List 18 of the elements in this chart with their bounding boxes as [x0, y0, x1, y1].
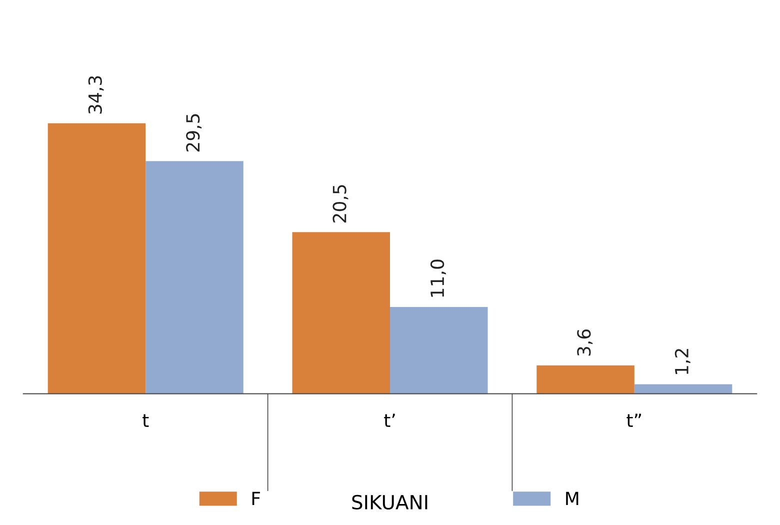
bar — [48, 123, 146, 394]
legend-label: F — [252, 492, 260, 505]
bar — [292, 232, 390, 394]
x-tick-label: t — [142, 414, 149, 427]
bar — [146, 161, 244, 394]
data-label: 29,5 — [186, 114, 202, 152]
x-tick-label: t” — [626, 414, 641, 427]
bar — [536, 365, 634, 394]
bar — [634, 384, 732, 394]
data-label: 1,2 — [674, 349, 690, 374]
text: SIKUANI — [352, 494, 428, 510]
data-label: 11,0 — [430, 260, 446, 297]
data-label: 20,5 — [332, 185, 348, 222]
data-label: 3,6 — [577, 329, 593, 356]
x-tick-label: t’ — [384, 414, 395, 427]
data-label: 34,3 — [88, 76, 104, 114]
bar — [390, 307, 488, 394]
legend-label: M — [566, 492, 578, 505]
